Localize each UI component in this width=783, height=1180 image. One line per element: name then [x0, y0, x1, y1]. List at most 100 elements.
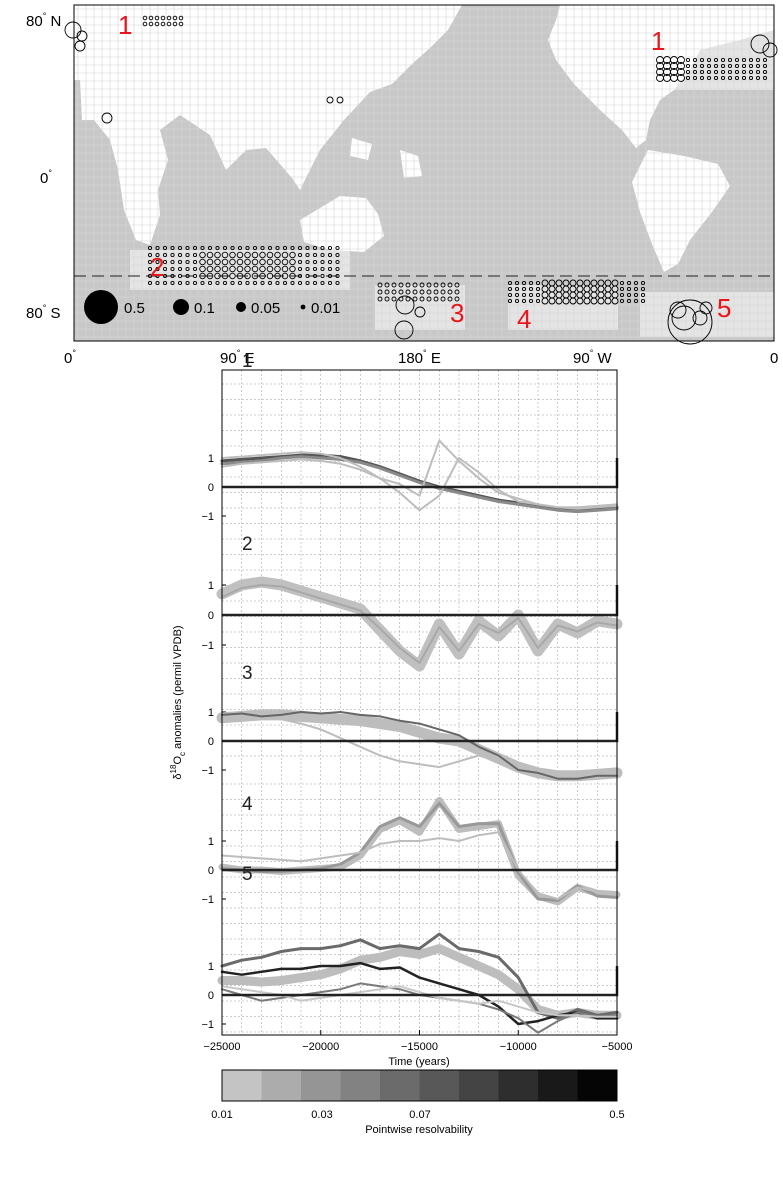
resolvability-circle — [170, 280, 175, 286]
panel-5-series-2 — [220, 961, 619, 1026]
resolvability-circle — [692, 63, 698, 69]
svg-text:2: 2 — [150, 252, 164, 282]
resolvability-circle — [215, 245, 220, 251]
resolvability-circle — [305, 252, 310, 258]
resolvability-circle — [619, 286, 625, 292]
lon-label-90e: 90° E — [220, 348, 254, 367]
resolvability-circle — [541, 297, 549, 305]
resolvability-circle — [245, 280, 250, 286]
resolvability-circle — [230, 280, 235, 286]
resolvability-circle — [274, 272, 281, 280]
resolvability-circle — [555, 297, 563, 305]
resolvability-circle — [267, 245, 273, 251]
resolvability-circle — [177, 266, 183, 272]
resolvability-circle — [312, 273, 318, 279]
resolvability-circle — [289, 251, 296, 259]
panel-3-series-1 — [221, 716, 618, 777]
resolvability-circle — [755, 57, 761, 63]
resolvability-circle — [297, 259, 303, 265]
resolvability-circle — [252, 245, 258, 251]
resolvability-circle — [259, 251, 266, 259]
region-label-2: 2 — [150, 252, 164, 282]
resolvability-circle — [755, 75, 761, 81]
resolvability-circle — [576, 297, 584, 305]
resolvability-circle — [320, 259, 325, 265]
resolvability-circle — [748, 75, 754, 81]
resolvability-circle — [155, 259, 160, 265]
resolvability-circle — [215, 280, 220, 286]
resolvability-circle — [185, 280, 190, 286]
resolvability-circle — [685, 69, 691, 75]
svg-text:1: 1 — [118, 10, 132, 40]
resolvability-circle — [336, 96, 344, 104]
resolvability-circle — [185, 252, 190, 258]
region-label-3: 3 — [450, 298, 464, 328]
resolvability-circle — [335, 245, 340, 251]
panel-1-series-3 — [221, 451, 618, 512]
resolvability-circle — [162, 266, 168, 272]
panel-number-4: 4 — [242, 794, 253, 815]
resolvability-circle — [394, 320, 414, 340]
resolvability-circle — [626, 280, 632, 286]
resolvability-circle — [633, 280, 639, 286]
resolvability-circle — [426, 289, 432, 295]
resolvability-circle — [162, 280, 168, 286]
resolvability-circle — [699, 69, 705, 75]
resolvability-circle — [64, 21, 82, 39]
resolvability-circle — [305, 280, 310, 286]
y-tick-label: 0 — [208, 482, 214, 494]
resolvability-circle — [274, 251, 281, 259]
y-tick-label: −1 — [201, 1019, 214, 1031]
resolvability-circle — [626, 292, 632, 298]
resolvability-circle — [412, 289, 418, 295]
resolvability-circle — [162, 259, 168, 265]
resolvability-circle — [514, 298, 520, 304]
region-label-1b: 1 — [651, 26, 665, 56]
resolvability-circle — [419, 289, 425, 295]
resolvability-circle — [101, 112, 113, 124]
resolvability-circle — [412, 282, 418, 288]
resolvability-circle — [74, 40, 86, 52]
resolvability-circle — [640, 286, 646, 292]
landmass-6 — [350, 138, 372, 160]
colorbar-swatch-1 — [261, 1070, 302, 1101]
resolvability-circle — [221, 265, 229, 273]
resolvability-circle — [154, 21, 160, 27]
resolvability-circle — [699, 301, 713, 315]
resolvability-circle — [244, 251, 251, 259]
resolvability-circle — [297, 252, 303, 258]
colorbar-swatch-2 — [301, 1070, 341, 1101]
world-map: 1 1 2 3 4 5 0.5 0.1 0.05 0.01 80° N 0° 8… — [26, 4, 778, 367]
resolvability-circle — [229, 265, 236, 273]
resolvability-circle — [327, 245, 333, 251]
lat-label-0: 0° — [40, 168, 52, 187]
resolvability-circle — [619, 298, 625, 304]
resolvability-circle — [166, 15, 172, 21]
resolvability-circle — [281, 272, 289, 280]
y-tick-label: 1 — [208, 707, 214, 719]
resolvability-circle — [583, 297, 591, 305]
resolvability-circle — [685, 63, 691, 69]
lon-label-0-right: 0 — [770, 350, 778, 367]
resolvability-circle — [762, 75, 768, 81]
resolvability-circle — [677, 56, 685, 64]
resolvability-circle — [377, 296, 383, 302]
resolvability-circle — [251, 272, 259, 280]
resolvability-circle — [454, 289, 460, 295]
resolvability-circle — [335, 259, 340, 265]
resolvability-circle — [170, 259, 175, 265]
resolvability-circle — [147, 252, 153, 258]
resolvability-circle — [207, 280, 213, 286]
resolvability-circle — [245, 245, 250, 251]
resolvability-circle — [640, 298, 646, 304]
resolvability-circle — [433, 282, 439, 288]
resolvability-circle — [192, 280, 198, 286]
resolvability-circle — [590, 297, 598, 305]
resolvability-circle — [748, 69, 754, 75]
colorbar-swatch-6 — [459, 1070, 499, 1101]
size-legend-mark-0-5 — [84, 290, 118, 324]
resolvability-circle — [713, 57, 719, 63]
resolvability-circle — [528, 292, 534, 298]
resolvability-circle — [720, 57, 726, 63]
